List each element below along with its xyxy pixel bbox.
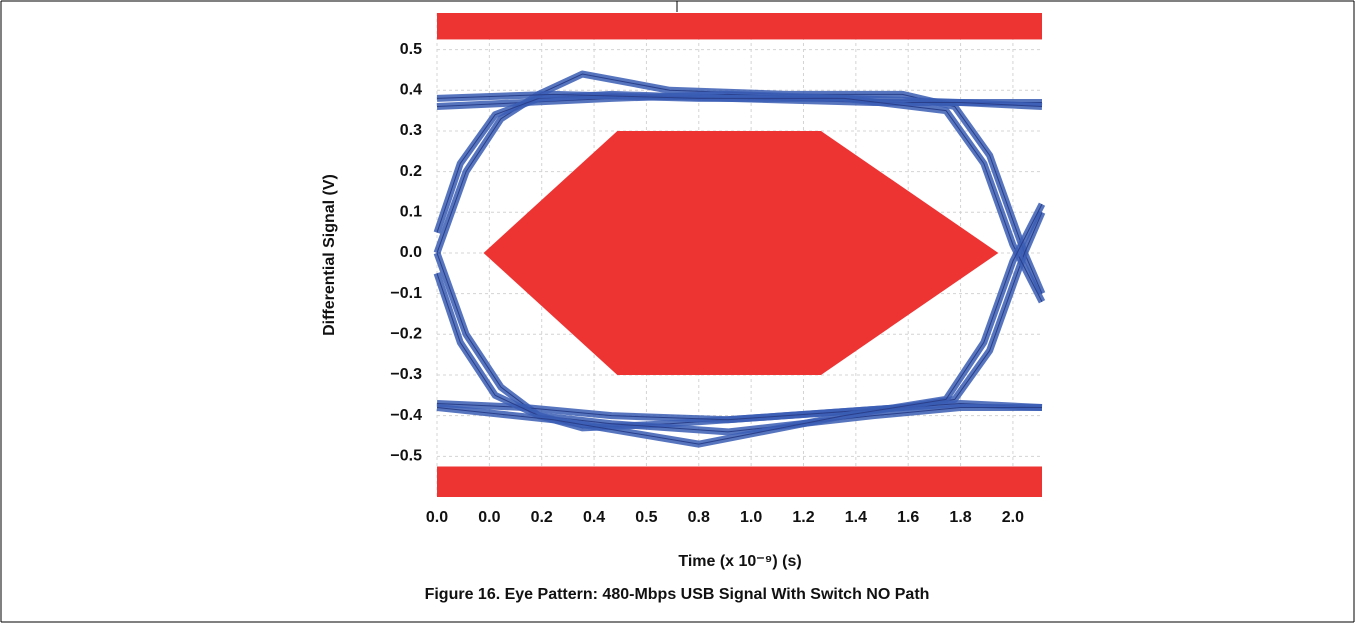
y-tick-label: −0.1 <box>390 285 422 302</box>
mask-upper <box>437 13 1042 40</box>
x-tick-label: 1.0 <box>740 509 762 526</box>
x-tick-label: 1.2 <box>792 509 814 526</box>
y-tick-label: 0.2 <box>400 163 422 180</box>
eye-trace-edge <box>436 93 1043 303</box>
x-tick-label: 0.8 <box>688 509 710 526</box>
y-tick-label: −0.2 <box>390 326 422 343</box>
x-tick-label: 0.5 <box>635 509 657 526</box>
x-tick-label: 1.6 <box>897 509 919 526</box>
x-axis-title: Time (x 10⁻⁹) (s) <box>678 553 801 570</box>
y-tick-label: 0.4 <box>400 81 422 98</box>
x-tick-label: 2.0 <box>1002 509 1024 526</box>
x-tick-label: 0.2 <box>531 509 553 526</box>
y-tick-label: −0.4 <box>390 407 422 424</box>
eye-trace-edge <box>436 203 1043 445</box>
x-tick-label: 0.4 <box>583 509 605 526</box>
y-tick-label: −0.3 <box>390 366 422 383</box>
y-tick-label: 0.3 <box>400 122 422 139</box>
y-axis-title: Differential Signal (V) <box>321 174 338 336</box>
mask-hexagon <box>483 130 999 375</box>
y-tick-label: −0.5 <box>390 448 422 465</box>
y-tick-label: 0.1 <box>400 204 422 221</box>
y-tick-label: 0.0 <box>400 244 422 261</box>
y-tick-label: 0.5 <box>400 41 422 58</box>
x-tick-label: 0.0 <box>478 509 500 526</box>
x-tick-label: 1.8 <box>949 509 971 526</box>
x-tick-label: 0.0 <box>426 509 448 526</box>
eye-trace-edge <box>436 273 1042 433</box>
mask-lower <box>437 466 1042 497</box>
x-tick-label: 1.4 <box>845 509 867 526</box>
caption: Figure 16. Eye Pattern: 480-Mbps USB Sig… <box>425 586 930 603</box>
